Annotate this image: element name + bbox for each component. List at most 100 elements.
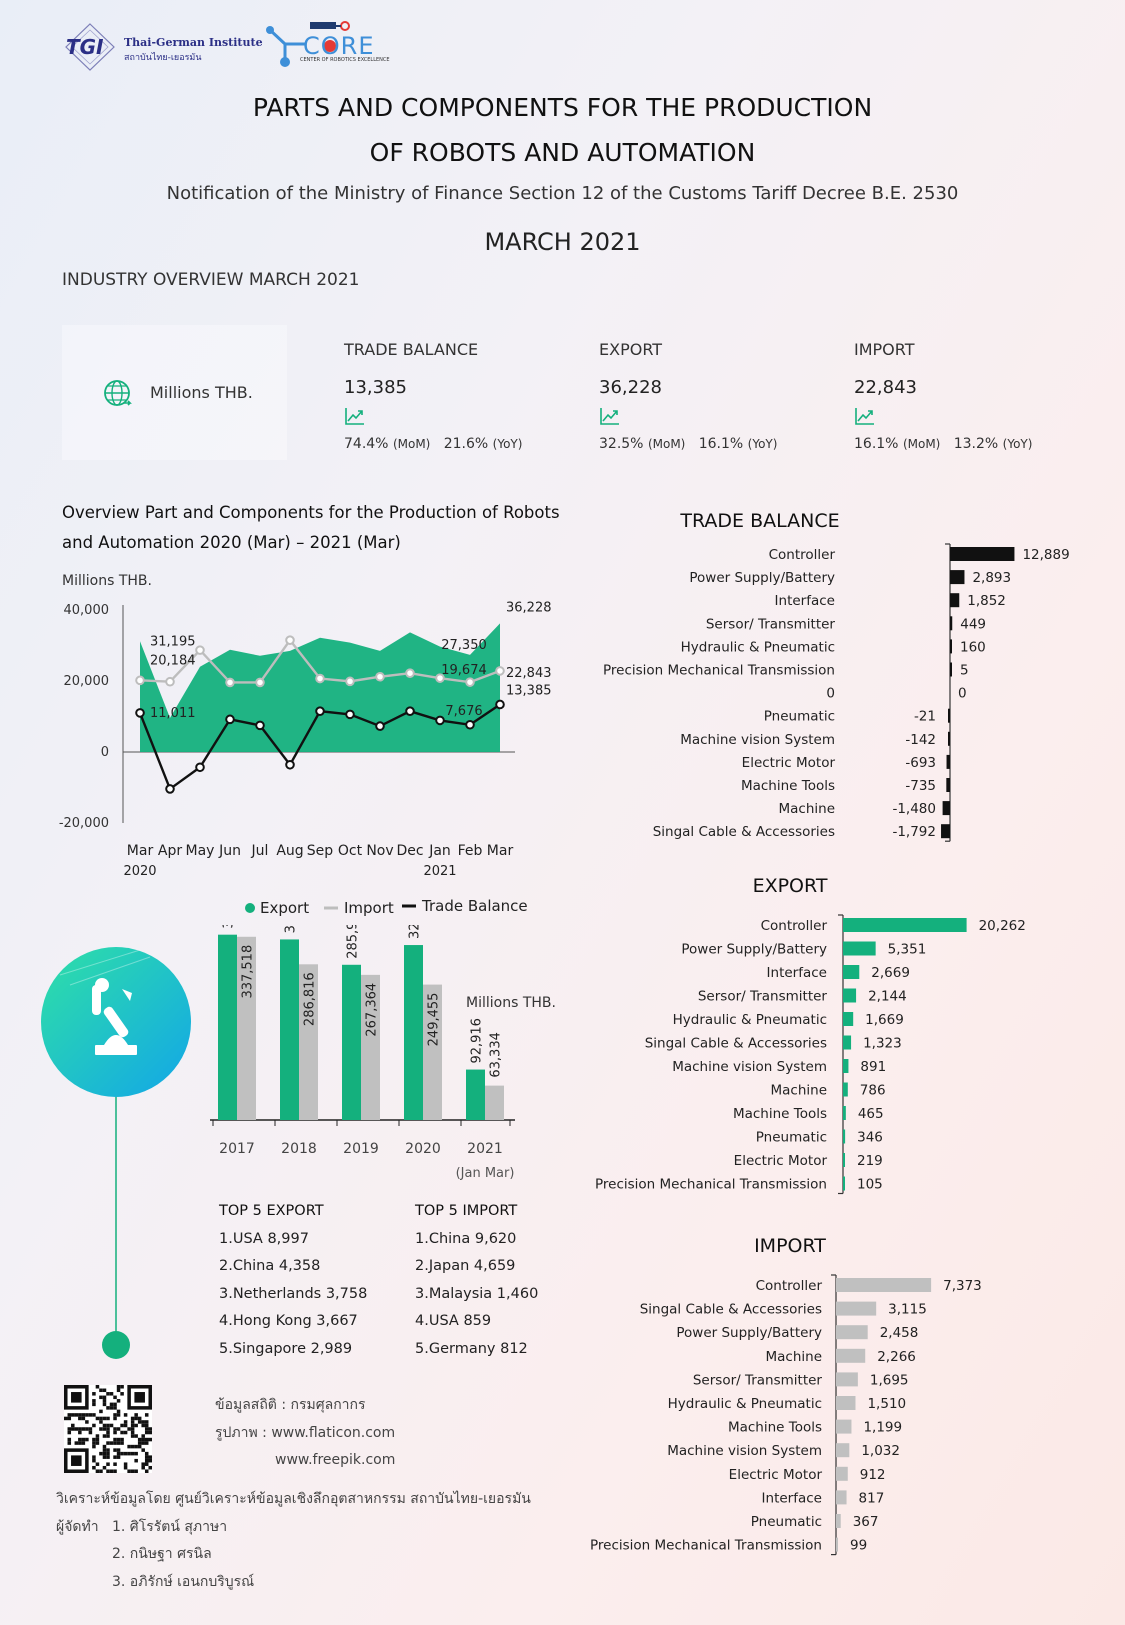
qr-module [106, 1448, 110, 1452]
category-label: Pneumatic [751, 1514, 822, 1530]
kpi-yoy-tag: (YoY) [1002, 437, 1033, 451]
page-title-line2: OF ROBOTS AND AUTOMATION [369, 138, 756, 167]
data-label: 31,195 [150, 634, 196, 649]
list-item: 1.USA 8,997 [219, 1230, 309, 1247]
data-label: 27,350 [441, 638, 487, 653]
category-label: Machine vision System [680, 732, 835, 748]
qr-module [127, 1451, 131, 1456]
qr-module [123, 1465, 128, 1470]
category-label: Sersor/ Transmitter [698, 989, 828, 1005]
qr-module [123, 1462, 128, 1466]
y-tick-label: 0 [101, 745, 109, 760]
data-point [495, 699, 505, 710]
qr-module [116, 1451, 121, 1456]
kpi-change: 32.5% (MoM) 16.1% (YoY) [599, 436, 839, 452]
qr-module [144, 1469, 149, 1473]
qr-module [99, 1427, 103, 1431]
bar-value-label: 1,852 [967, 593, 1006, 609]
bar-value-label: 891 [860, 1059, 886, 1075]
qr-module [106, 1427, 110, 1431]
timeline-dot [102, 1331, 130, 1359]
data-point [435, 673, 445, 683]
qr-module [144, 1441, 149, 1445]
qr-module [99, 1451, 103, 1456]
page-title-line1: PARTS AND COMPONENTS FOR THE PRODUCTION [252, 93, 873, 122]
trade-balance-bar-chart: TRADE BALANCE Controller 12,889 Power Suppl… [603, 510, 1070, 842]
qr-module [120, 1423, 124, 1428]
list-item: 3.Malaysia 1,460 [415, 1285, 539, 1302]
qr-module [144, 1437, 149, 1442]
qr-module [95, 1434, 100, 1438]
bar [843, 918, 967, 932]
qr-module [106, 1462, 110, 1466]
analysis-line: วิเคราะห์ข้อมูลโดย ศูนย์วิเคราะห์ข้อมูลเ… [56, 1491, 531, 1507]
overview-chart-title: Overview Part and Components for the Pro… [62, 498, 560, 558]
data-point [285, 759, 295, 770]
category-label: Electric Motor [734, 1153, 828, 1169]
kpi-value: 13,385 [344, 377, 407, 398]
qr-module [67, 1430, 72, 1435]
data-label: 22,843 [506, 666, 552, 681]
x-tick-label: 2018 [281, 1141, 317, 1157]
category-label: Sersor/ Transmitter [706, 616, 836, 632]
bar-value-label: 817 [859, 1490, 885, 1506]
bar-value-label: 2,144 [868, 989, 907, 1005]
qr-module [113, 1430, 117, 1435]
category-label: 0 [826, 686, 835, 702]
qr-module [81, 1427, 86, 1431]
data-point [465, 677, 475, 687]
bar-value-label: 12,889 [1022, 547, 1069, 563]
category-label: Precision Mechanical Transmission [595, 1177, 827, 1193]
bar [948, 731, 950, 746]
kpi-yoy-tag: (YoY) [747, 437, 778, 451]
qr-module [67, 1413, 72, 1417]
qr-module [120, 1392, 124, 1396]
x-tick-label: Nov [366, 843, 393, 859]
kpi-yoy: 13.2% [953, 436, 999, 452]
qr-module [113, 1427, 117, 1431]
x-tick-label: 2020 [405, 1141, 441, 1157]
x-tick-label: Jun [218, 843, 241, 859]
bar-value-label: 267,364 [365, 983, 380, 1037]
category-label: Power Supply/Battery [676, 1325, 822, 1341]
data-label: 19,674 [441, 663, 487, 678]
robot-arm-icon [92, 978, 137, 1055]
qr-module [67, 1441, 72, 1445]
category-label: Electric Motor [742, 755, 836, 771]
qr-module [123, 1430, 128, 1435]
qr-module [130, 1430, 135, 1435]
qr-module [144, 1427, 149, 1431]
qr-module [116, 1409, 121, 1414]
category-label: Singal Cable & Accessories [653, 824, 835, 840]
x-tick-label: 2021 [467, 1141, 503, 1157]
category-label: Interface [775, 593, 835, 609]
qr-module [85, 1413, 89, 1417]
qr-module [102, 1444, 107, 1449]
data-label: 36,228 [506, 600, 552, 615]
qr-code[interactable] [64, 1385, 152, 1473]
category-label: Singal Cable & Accessories [645, 1036, 827, 1052]
trend-up-icon [600, 408, 619, 425]
x-tick-label: Apr [158, 843, 182, 859]
qr-module [95, 1441, 100, 1445]
data-point [315, 706, 325, 716]
overview-title-line2: and Automation 2020 (Mar) – 2021 (Mar) [62, 533, 401, 552]
qr-module [85, 1437, 89, 1442]
data-point [465, 719, 475, 730]
bar [836, 1443, 850, 1458]
core-logo: CORE CENTER OF ROBOTICS EXCELLENCE [265, 18, 395, 74]
x-tick-label: 2017 [219, 1141, 255, 1157]
qr-module [123, 1451, 128, 1456]
core-sub-text: CENTER OF ROBOTICS EXCELLENCE [300, 57, 390, 63]
bar [843, 1012, 854, 1026]
bar-value-label: 465 [858, 1106, 884, 1122]
qr-module [92, 1465, 96, 1470]
data-point [375, 721, 385, 731]
bar [836, 1396, 856, 1410]
author-3: 3. อภิรักษ์ เอนกบริบูรณ์ [112, 1573, 255, 1590]
qr-module [141, 1441, 145, 1445]
qr-module [123, 1420, 128, 1424]
qr-module [120, 1385, 124, 1389]
list-item: 4.Hong Kong 3,667 [219, 1313, 358, 1329]
kpi-label: TRADE BALANCE [344, 340, 479, 359]
